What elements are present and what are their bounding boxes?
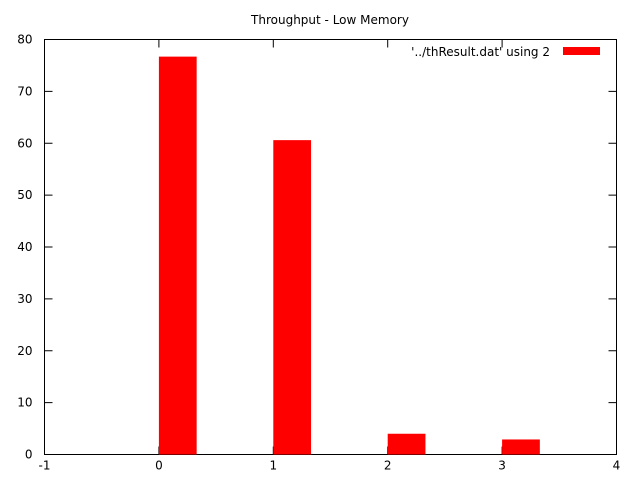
y-tick-label: 20 xyxy=(17,344,32,358)
x-tick-label: 2 xyxy=(384,459,392,473)
x-axis: -1 0 1 2 3 4 xyxy=(39,39,621,473)
legend-swatch xyxy=(563,47,600,55)
x-tick-label: -1 xyxy=(39,459,51,473)
bar xyxy=(158,56,197,455)
x-tick-label: 4 xyxy=(613,459,621,473)
y-axis: 0 10 20 30 40 50 60 70 80 xyxy=(17,33,617,462)
y-tick-label: 60 xyxy=(17,136,32,150)
y-tick-label: 30 xyxy=(17,292,32,306)
chart-title: Throughput - Low Memory xyxy=(250,13,409,27)
y-tick-label: 0 xyxy=(25,448,33,462)
y-tick-label: 50 xyxy=(17,188,32,202)
x-tick-label: 0 xyxy=(155,459,163,473)
y-tick-label: 10 xyxy=(17,396,32,410)
x-tick-label: 1 xyxy=(269,459,277,473)
legend-label: '../thResult.dat' using 2 xyxy=(411,45,550,59)
y-tick-label: 40 xyxy=(17,240,32,254)
x-tick-label: 3 xyxy=(498,459,506,473)
y-tick-label: 70 xyxy=(17,84,32,98)
y-tick-label: 80 xyxy=(17,33,32,47)
bar-series xyxy=(158,56,540,455)
bar xyxy=(502,439,540,455)
bar xyxy=(273,140,312,455)
bar xyxy=(387,433,426,455)
plot-area-frame xyxy=(44,39,617,455)
legend: '../thResult.dat' using 2 xyxy=(411,45,600,59)
